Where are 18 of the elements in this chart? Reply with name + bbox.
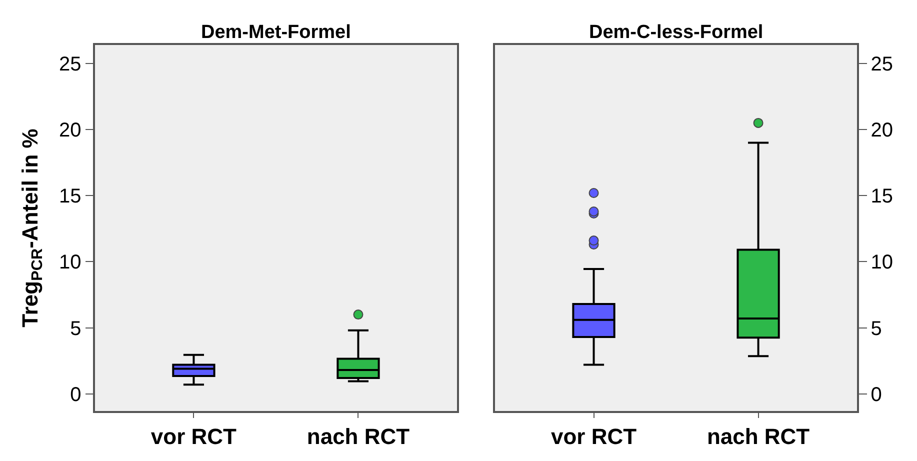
y-tick-label: 5 (870, 318, 882, 340)
y-tick-label: 25 (59, 54, 82, 76)
x-tick-label: nach RCT (306, 424, 410, 450)
y-tick-label: 0 (70, 384, 82, 406)
x-tick-label: nach RCT (706, 424, 810, 450)
y-tick-label: 15 (870, 186, 893, 208)
y-tick-label: 20 (870, 120, 893, 142)
y-tick-label: 5 (70, 318, 82, 340)
chart-title: Dem-C-less-Formel (589, 22, 764, 43)
y-tick-label: 0 (870, 384, 882, 406)
y-tick-label: 10 (870, 252, 893, 274)
y-tick-label: 15 (59, 186, 82, 208)
y-tick-label: 10 (59, 252, 82, 274)
y-tick-label: 25 (870, 54, 893, 76)
x-tick-label: vor RCT (150, 424, 238, 450)
chart-title: Dem-Met-Formel (201, 22, 351, 43)
x-tick-label: vor RCT (550, 424, 638, 450)
y-tick-label: 20 (59, 120, 82, 142)
